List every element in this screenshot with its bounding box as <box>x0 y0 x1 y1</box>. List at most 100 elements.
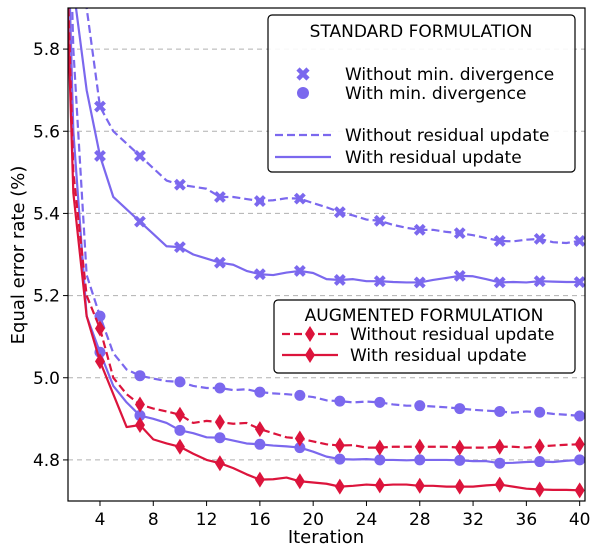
series-line <box>71 8 580 418</box>
x-tick-label: 4 <box>95 510 106 530</box>
legend-item-without-min-divergence: Without min. divergence <box>345 65 554 85</box>
data-point-diamond <box>374 439 385 456</box>
data-point-diamond <box>94 353 105 370</box>
legend-augmented-title: AUGMENTED FORMULATION <box>305 306 544 326</box>
data-point-cross <box>573 235 585 247</box>
data-point-cross <box>293 192 306 205</box>
data-point-cross <box>134 149 146 162</box>
data-point-circle <box>134 370 146 382</box>
series-line <box>85 8 580 245</box>
data-point-diamond <box>334 437 345 454</box>
data-point-diamond <box>134 416 145 433</box>
data-point-cross <box>453 269 466 282</box>
data-point-cross <box>573 276 585 288</box>
legend-key-cross <box>296 67 310 81</box>
x-tick-label: 36 <box>516 510 538 530</box>
x-tick-label: 24 <box>356 510 378 530</box>
series-standard-dashed-x <box>85 8 585 247</box>
data-point-cross <box>373 275 386 288</box>
data-point-diamond <box>454 478 465 495</box>
data-point-diamond <box>454 439 465 456</box>
legend-standard: STANDARD FORMULATION Without min. diverg… <box>267 14 576 173</box>
legend-item-with-residual-update-augmented: With residual update <box>350 346 527 366</box>
x-axis-label: Iteration <box>288 527 364 547</box>
data-point-cross <box>293 265 306 277</box>
y-tick-label: 5.2 <box>33 287 60 307</box>
series-augmented-dashed-d <box>68 8 585 456</box>
series-line <box>68 8 580 449</box>
data-point-circle <box>174 376 186 388</box>
data-point-diamond <box>254 471 265 488</box>
y-tick-label: 5.4 <box>33 204 60 224</box>
data-point-cross <box>94 149 106 162</box>
data-point-diamond <box>574 436 585 453</box>
data-point-diamond <box>294 430 305 447</box>
y-tick-label: 5.8 <box>33 40 60 60</box>
legend-augmented-frame <box>273 299 576 374</box>
data-point-diamond <box>574 482 585 499</box>
data-point-diamond <box>534 481 545 498</box>
data-point-diamond <box>214 414 225 431</box>
series-standard-solid-o <box>68 8 585 469</box>
data-point-diamond <box>94 320 105 337</box>
data-point-cross <box>373 214 386 227</box>
data-point-circle <box>574 410 585 422</box>
data-point-diamond <box>534 438 545 455</box>
data-point-diamond <box>294 473 305 490</box>
y-tick-label: 5.0 <box>33 369 60 389</box>
x-tick-label: 32 <box>462 510 484 530</box>
data-point-circle <box>334 395 346 407</box>
data-point-circle <box>214 432 226 444</box>
legend-item-with-min-divergence: With min. divergence <box>345 84 526 104</box>
data-point-cross <box>213 256 226 269</box>
series-line <box>68 8 580 465</box>
data-point-cross <box>174 241 186 254</box>
data-point-cross <box>134 215 146 228</box>
data-point-circle <box>134 410 146 422</box>
data-point-cross <box>174 178 186 191</box>
data-point-cross <box>253 195 266 208</box>
data-point-diamond <box>494 438 505 455</box>
data-point-circle <box>454 403 466 415</box>
data-point-cross <box>253 268 266 281</box>
x-tick-label: 28 <box>409 510 431 530</box>
data-point-circle <box>334 453 346 465</box>
data-point-circle <box>214 382 226 394</box>
legend-augmented: AUGMENTED FORMULATION Without residual u… <box>273 299 576 374</box>
data-point-circle <box>574 454 585 466</box>
y-axis-label: Equal error rate (%) <box>8 166 29 345</box>
data-point-circle <box>374 454 386 466</box>
y-tick-label: 5.6 <box>33 122 60 142</box>
data-point-circle <box>254 438 266 450</box>
data-point-diamond <box>414 477 425 494</box>
data-point-diamond <box>414 438 425 455</box>
axis-ticks: 4.8 5.0 5.2 5.4 5.6 5.8 4 8 12 16 20 24 28 32 36 40 <box>33 40 590 530</box>
data-point-circle <box>294 442 306 454</box>
data-point-diamond <box>214 455 225 472</box>
data-point-circle <box>414 400 426 412</box>
data-point-diamond <box>494 476 505 493</box>
y-tick-label: 4.8 <box>33 451 60 471</box>
legend-key-diamond-solid <box>305 347 315 363</box>
data-point-circle <box>494 405 506 417</box>
series-line <box>74 8 580 284</box>
x-tick-label: 12 <box>196 510 218 530</box>
data-point-cross <box>493 235 506 247</box>
data-point-diamond <box>174 438 185 455</box>
legend-standard-title: STANDARD FORMULATION <box>310 22 533 42</box>
data-point-cross <box>333 274 346 286</box>
data-point-cross <box>493 276 506 289</box>
data-point-circle <box>294 389 306 401</box>
data-point-diamond <box>254 421 265 438</box>
data-point-diamond <box>374 477 385 494</box>
data-point-cross <box>453 227 466 240</box>
data-point-circle <box>534 406 546 418</box>
data-point-cross <box>213 191 226 203</box>
x-tick-label: 20 <box>302 510 324 530</box>
data-point-circle <box>174 424 186 436</box>
x-tick-label: 40 <box>569 510 590 530</box>
data-point-circle <box>454 454 466 466</box>
plot-frame <box>67 7 586 502</box>
data-point-circle <box>254 386 266 398</box>
